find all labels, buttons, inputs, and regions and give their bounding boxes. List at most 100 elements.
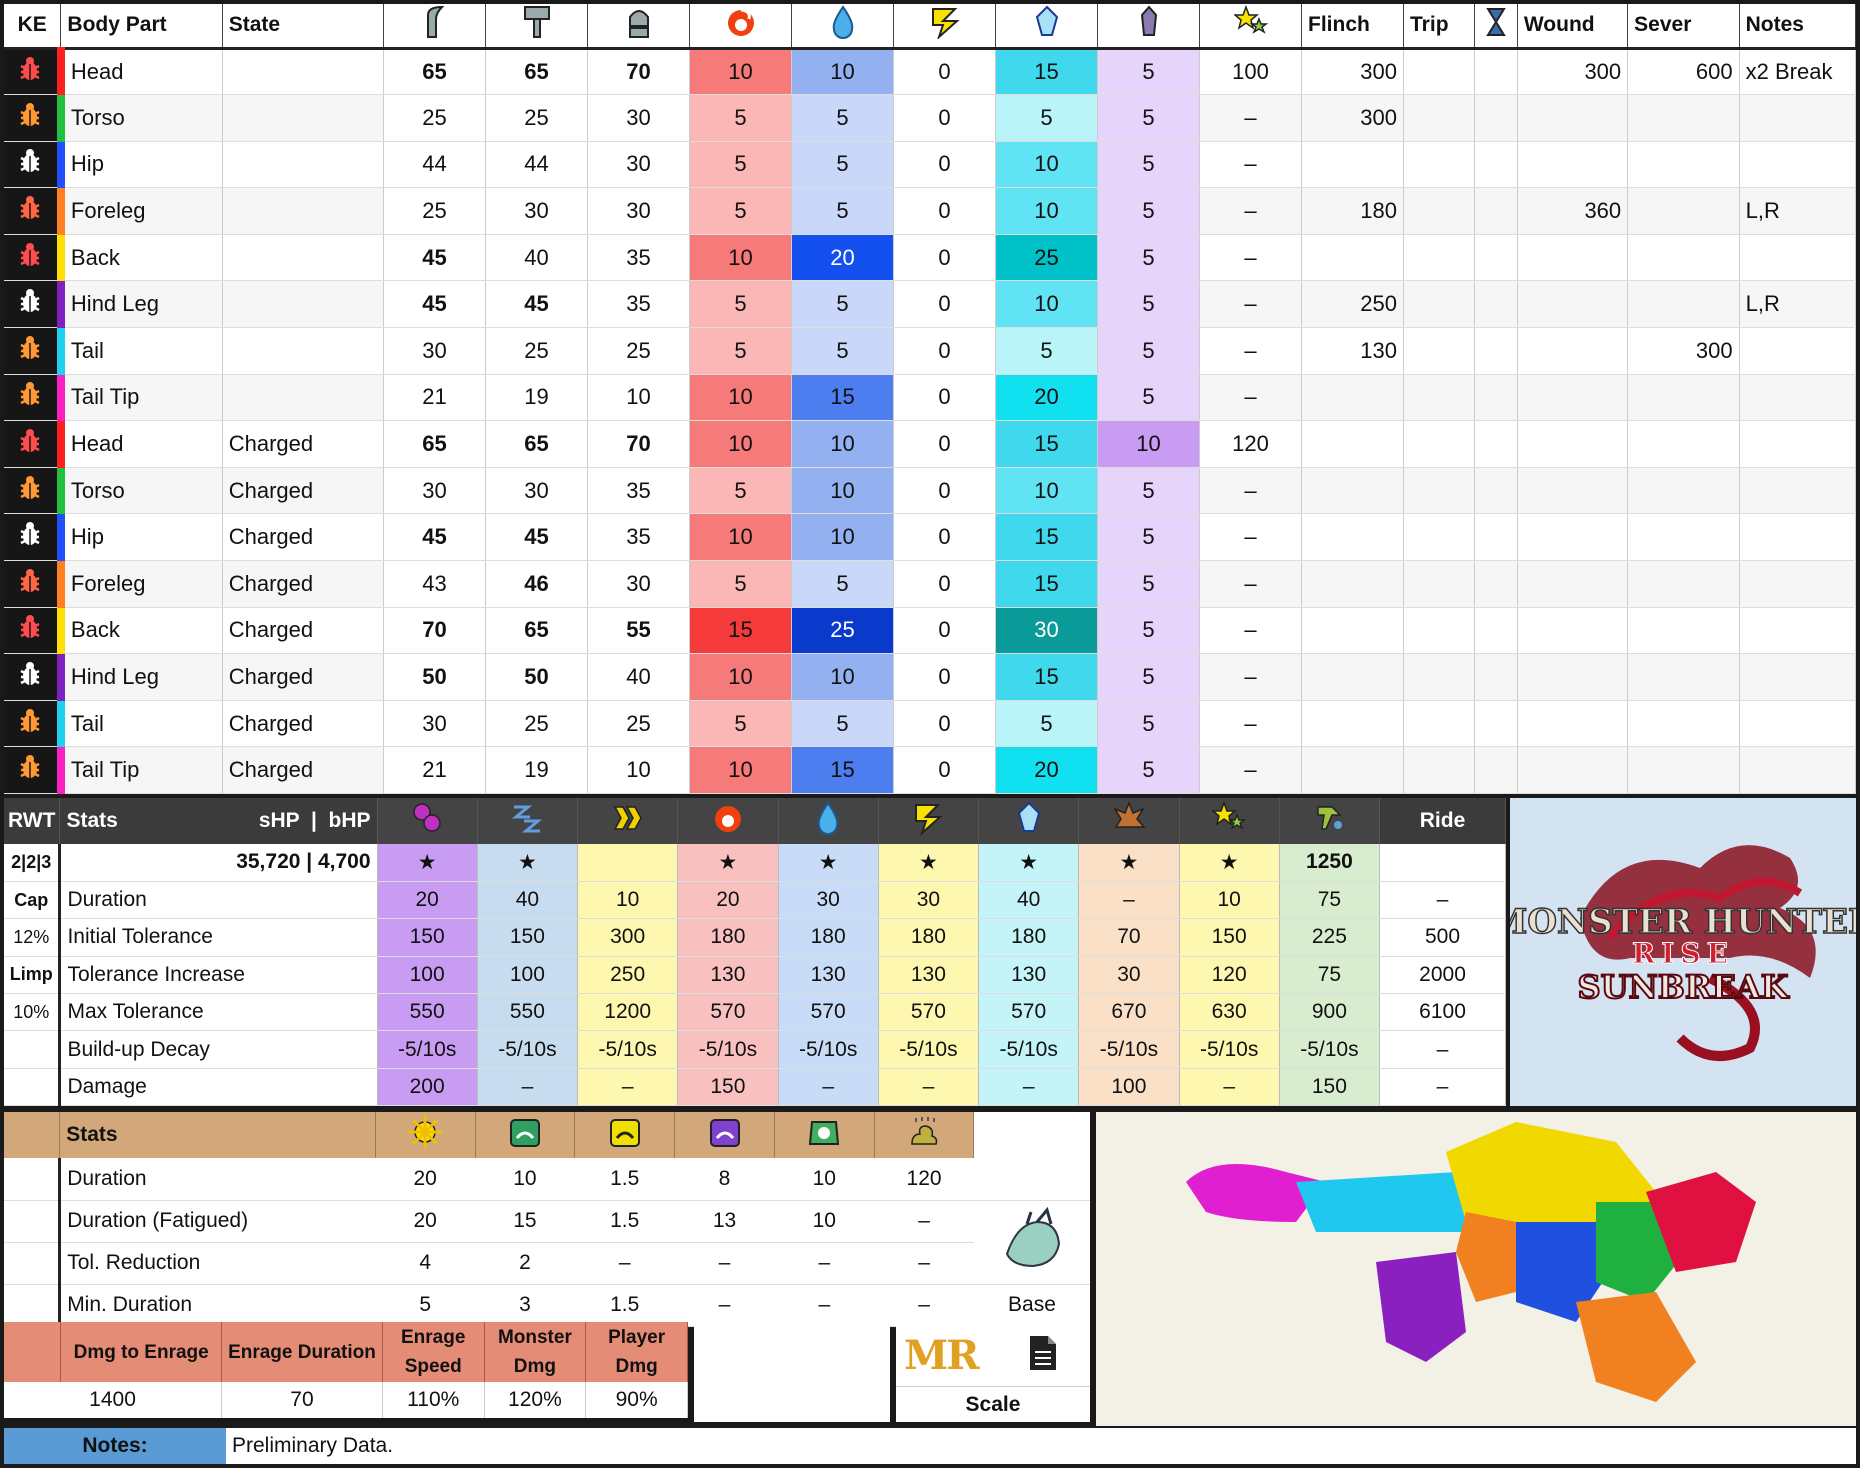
status-row-label: Build-up Decay — [59, 1030, 378, 1069]
thunder-value: 0 — [893, 327, 997, 375]
logo-line2: RISE — [1632, 937, 1734, 970]
body-part-cell: Hip — [56, 513, 223, 562]
status-value: 550 — [377, 993, 478, 1032]
blunt-value: 50 — [485, 653, 589, 701]
status-value: 570 — [878, 993, 980, 1032]
wound-value — [1517, 513, 1629, 562]
sever-value: 300 — [1627, 327, 1740, 375]
ke-bug-icon — [4, 560, 61, 608]
ailment-row: Tol. Reduction 4 2– – – – — [4, 1242, 1090, 1285]
bug-icon — [20, 56, 41, 80]
rating-star — [1379, 844, 1506, 882]
ailment-side — [4, 1284, 62, 1327]
trip-value — [1403, 700, 1476, 748]
wound-value — [1517, 374, 1629, 422]
body-part-cell: Foreleg — [56, 187, 223, 235]
ke-header: KE — [4, 4, 62, 50]
cutting-value: 45 — [383, 513, 487, 562]
water-value: 15 — [791, 746, 895, 794]
hourglass-value — [1474, 374, 1518, 422]
sever-value: 600 — [1627, 48, 1740, 96]
thunder-icon — [893, 4, 997, 50]
ice-value: 15 — [995, 653, 1099, 701]
ailment-value: 2 — [475, 1242, 575, 1285]
ice-icon — [995, 4, 1099, 50]
stats-header-label: Stats — [66, 809, 118, 832]
wound-value — [1517, 467, 1629, 515]
ammo-value: 70 — [587, 48, 691, 96]
ammo-value: 30 — [587, 94, 691, 142]
notes-value — [1739, 374, 1857, 422]
status-value: 70 — [1078, 918, 1180, 957]
ailment-value: 15 — [475, 1200, 575, 1243]
thunder-value: 0 — [893, 607, 997, 655]
ailment-value: – — [674, 1284, 775, 1327]
stun-value: – — [1199, 746, 1303, 794]
status-value: 180 — [677, 918, 779, 957]
enrage-duration-value: 70 — [221, 1382, 383, 1418]
water-value: 10 — [791, 420, 895, 468]
hitzone-table: KE Body Part State — [4, 4, 1857, 794]
hourglass-value — [1474, 700, 1518, 748]
hitzone-row: Foreleg 25 30 30 5 5 0 10 5–180 360 L,R — [4, 187, 1857, 235]
hitzone-row: Hind Leg 45 45 35 5 5 0 10 5–250 L,R — [4, 280, 1857, 329]
thunder-value: 0 — [893, 653, 997, 701]
state-cell — [222, 327, 385, 375]
stun-value: – — [1199, 374, 1303, 422]
body-part-cell: Tail — [56, 327, 223, 375]
status-value: – — [1379, 881, 1506, 920]
hourglass-value — [1474, 327, 1518, 375]
hitzone-row: Back 45 40 35 10 20 0 25 5– — [4, 234, 1857, 282]
state-cell: Charged — [222, 420, 385, 468]
body-part-cell: Head — [56, 48, 223, 96]
fire-value: 10 — [689, 513, 793, 562]
cutting-value: 25 — [383, 94, 487, 142]
rating-star — [577, 844, 679, 882]
enrage-speed-header: Enrage Speed — [382, 1322, 485, 1382]
fire-value: 10 — [689, 420, 793, 468]
dragon-value: 5 — [1097, 467, 1201, 515]
fire-value: 5 — [689, 327, 793, 375]
wound-value — [1517, 560, 1629, 608]
status-value: 150 — [1279, 1068, 1381, 1107]
portrait-tail-tip — [1186, 1164, 1326, 1222]
wound-value — [1517, 653, 1629, 701]
bug-icon — [20, 522, 41, 546]
portrait-foreleg — [1576, 1292, 1696, 1402]
hourglass-value — [1474, 653, 1518, 701]
dmg-to-enrage-value: 1400 — [4, 1382, 223, 1418]
ailment-value: – — [674, 1242, 775, 1285]
thunder-value: 0 — [893, 513, 997, 562]
ailment-value: 1.5 — [574, 1284, 675, 1327]
rwt-value: 2|2|3 — [4, 844, 62, 882]
fire-value: 10 — [689, 653, 793, 701]
hourglass-value — [1474, 420, 1518, 468]
side-label — [4, 1030, 62, 1069]
enrage-duration-header: Enrage Duration — [221, 1322, 383, 1382]
water-value: 5 — [791, 327, 895, 375]
body-part-cell: Hind Leg — [56, 653, 223, 701]
fire-value: 5 — [689, 560, 793, 608]
water-value: 10 — [791, 48, 895, 96]
flinch-value: 250 — [1301, 280, 1405, 329]
status-value: – — [577, 1068, 679, 1107]
stun-value: – — [1199, 607, 1303, 655]
sleep-icon — [477, 798, 579, 844]
state-cell: Charged — [222, 467, 385, 515]
ailment-table: Stats — [4, 1112, 1090, 1327]
ailment-value: – — [874, 1200, 974, 1243]
rating-star: 1250 — [1279, 844, 1381, 882]
trip-value — [1403, 141, 1476, 189]
wound-value — [1517, 327, 1629, 375]
dragon-value: 5 — [1097, 141, 1201, 189]
notes-value — [1739, 234, 1857, 282]
notes-value: L,R — [1739, 280, 1857, 329]
flinch-value: 130 — [1301, 327, 1405, 375]
wound-value — [1517, 280, 1629, 329]
ke-bug-icon — [4, 327, 61, 375]
trip-value — [1403, 374, 1476, 422]
blunt-value: 46 — [485, 560, 589, 608]
blunt-value: 65 — [485, 48, 589, 96]
dragon-value: 10 — [1097, 420, 1201, 468]
ice-value: 10 — [995, 280, 1099, 329]
